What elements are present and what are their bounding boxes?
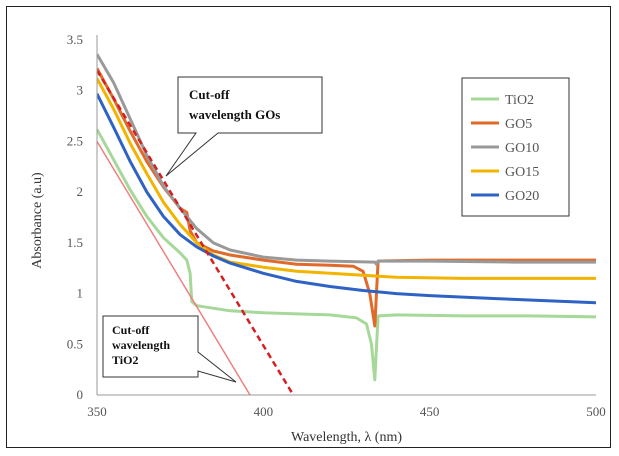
y-tick-label: 3 — [77, 83, 84, 98]
x-axis-label: Wavelength, λ (nm) — [291, 430, 402, 445]
series-line-go20 — [97, 93, 596, 305]
legend-label-go5: GO5 — [505, 117, 532, 132]
series-line-go5 — [97, 67, 596, 328]
y-tick-label: 0 — [77, 387, 84, 402]
tio2-callout-text: wavelength — [112, 338, 170, 352]
legend-box — [461, 77, 570, 217]
y-tick-label: 0.5 — [67, 336, 83, 351]
x-tick-label: 350 — [87, 404, 107, 419]
gos-cutoff-line — [97, 69, 295, 395]
tio2-callout-box — [102, 315, 237, 383]
axes: 0 0.5 1 1.5 2 2.5 3 3.5 350 400 450 500 — [67, 32, 606, 419]
plot-area — [97, 53, 596, 395]
legend-label-go15: GO15 — [505, 165, 539, 180]
legend-label-go10: GO10 — [505, 141, 539, 156]
y-tick-label: 2.5 — [67, 133, 83, 148]
gos-callout-text: Cut-off — [189, 87, 230, 102]
y-tick-label: 1 — [77, 286, 84, 301]
y-tick-label: 3.5 — [67, 32, 83, 47]
legend-label-go20: GO20 — [505, 189, 539, 204]
legend-label-tio2: TiO2 — [505, 93, 534, 108]
x-tick-label: 450 — [420, 404, 440, 419]
tio2-callout-text: TiO2 — [112, 353, 138, 367]
tio2-callout-text: Cut-off — [112, 323, 150, 337]
tio2-cutoff-line — [97, 141, 251, 395]
y-tick-label: 2 — [77, 184, 84, 199]
series-line-tio2 — [97, 128, 596, 382]
legend: TiO2 GO5 GO10 GO15 GO20 — [461, 77, 570, 217]
x-tick-label: 500 — [586, 404, 606, 419]
gos-callout-box — [165, 76, 323, 177]
gos-callout-text: wavelength GOs — [189, 107, 280, 122]
y-axis-label: Absorbance (a.u) — [30, 172, 45, 269]
x-tick-label: 400 — [254, 404, 274, 419]
y-tick-label: 1.5 — [67, 235, 83, 250]
